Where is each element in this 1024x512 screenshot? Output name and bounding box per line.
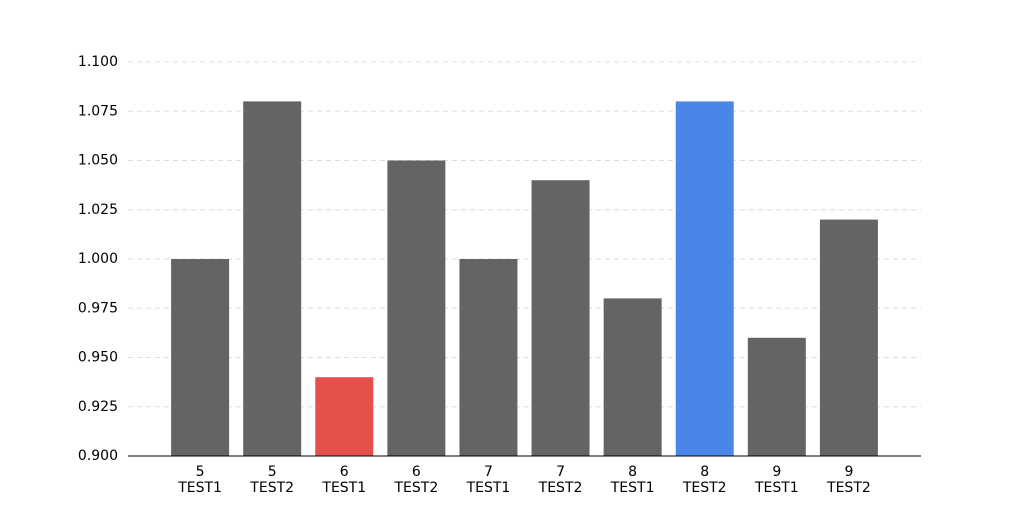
- x-tick-label-line: TEST1: [610, 480, 655, 496]
- x-tick-label-line: TEST2: [682, 480, 727, 496]
- y-tick-label: 1.025: [78, 202, 118, 218]
- x-tick-label-line: TEST1: [177, 480, 222, 496]
- x-tick-label-line: 7: [556, 464, 565, 480]
- bar: [387, 160, 446, 456]
- x-tick-label-line: 9: [844, 464, 853, 480]
- x-tick-label-line: TEST1: [466, 480, 511, 496]
- y-tick-label: 1.050: [78, 153, 118, 169]
- x-tick-label: 5 TEST2: [249, 464, 294, 496]
- bar: [675, 101, 734, 457]
- x-tick-label: 6 TEST1: [321, 464, 366, 496]
- bar: [459, 259, 518, 456]
- bar: [243, 101, 302, 457]
- x-tick-label: 7 TEST2: [538, 464, 583, 496]
- y-tick-label: 1.000: [78, 251, 118, 267]
- x-tick-label-line: 6: [412, 464, 421, 480]
- x-tick-label: 8 TEST2: [682, 464, 727, 496]
- bar: [819, 219, 878, 456]
- y-tick-label: 0.975: [78, 300, 118, 316]
- bar: [747, 337, 806, 456]
- y-tick-label: 1.075: [78, 103, 118, 119]
- x-tick-label-line: 5: [196, 464, 205, 480]
- x-tick-label-line: 8: [700, 464, 709, 480]
- x-tick-label-line: TEST2: [249, 480, 294, 496]
- x-tick-label: 5 TEST1: [177, 464, 222, 496]
- x-tick-label-line: 8: [628, 464, 637, 480]
- x-tick-label: 9 TEST1: [754, 464, 799, 496]
- x-tick-label-line: TEST1: [754, 480, 799, 496]
- bar: [531, 180, 590, 456]
- x-tick-label-line: TEST2: [538, 480, 583, 496]
- x-tick-label-line: TEST2: [826, 480, 871, 496]
- x-tick-label-line: 5: [268, 464, 277, 480]
- x-tick-label-line: 7: [484, 464, 493, 480]
- bar: [171, 259, 230, 456]
- x-tick-label-line: 9: [772, 464, 781, 480]
- x-tick-label: 8 TEST1: [610, 464, 655, 496]
- x-tick-label: 9 TEST2: [826, 464, 871, 496]
- y-tick-label: 0.950: [78, 350, 118, 366]
- x-tick-label-line: TEST2: [393, 480, 438, 496]
- bar: [315, 377, 374, 456]
- bar: [603, 298, 662, 456]
- x-tick-label: 6 TEST2: [393, 464, 438, 496]
- y-tick-label: 0.925: [78, 399, 118, 415]
- x-tick-label-line: 6: [340, 464, 349, 480]
- x-tick-label-line: TEST1: [321, 480, 366, 496]
- x-tick-label: 7 TEST1: [466, 464, 511, 496]
- y-tick-label: 0.900: [78, 448, 118, 464]
- y-tick-label: 1.100: [78, 54, 118, 70]
